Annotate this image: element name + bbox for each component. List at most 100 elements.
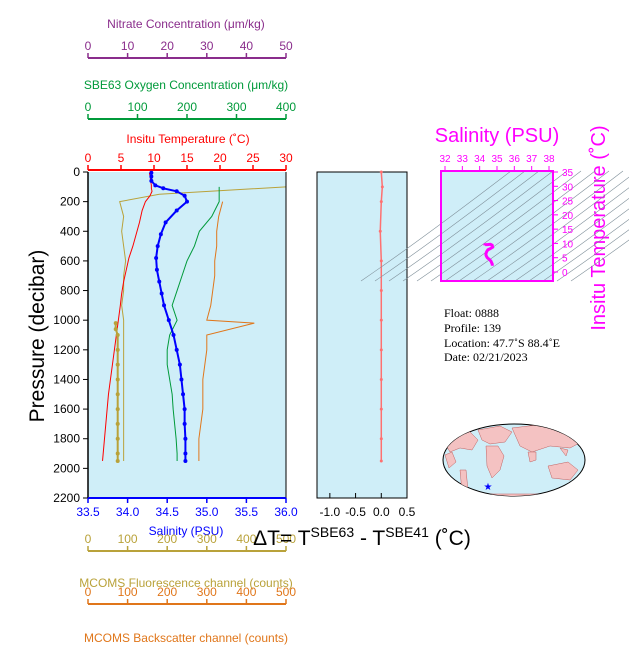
- mcoms-fluorescence-channel-line: [119, 186, 287, 461]
- ts-isopycnals: [360, 170, 629, 282]
- salinity-point: [183, 451, 188, 456]
- ts-isopycnal: [444, 170, 596, 282]
- ts-sal-tick-label: 35: [491, 154, 503, 165]
- nitrate-concentration-point: [115, 333, 120, 337]
- nitrate-concentration-point: [115, 362, 120, 367]
- salinity-point: [153, 183, 158, 188]
- ts-sal-tick-label: 37: [526, 154, 538, 165]
- location: Location: 47.7˚S 88.4˚E: [444, 336, 560, 350]
- ts-isopycnal: [472, 170, 624, 282]
- oxygen-axis: SBE63 Oxygen Concentration (μm/kg) 0 100 2…: [84, 78, 296, 120]
- ts-sal-tick-label: 38: [543, 154, 555, 165]
- delta-tick-label: 0.5: [399, 505, 416, 519]
- ts-isopycnal: [416, 170, 568, 282]
- nitrate-tick-label: 0: [85, 39, 92, 53]
- salinity-tick-label: 33.5: [76, 505, 100, 519]
- sbe63-oxygen-concentration-line: [166, 186, 220, 461]
- backscatter-tick-label: 300: [197, 585, 217, 599]
- salinity-axis-label: Salinity (PSU): [149, 524, 224, 538]
- temperature-tick-label: 5: [118, 151, 125, 165]
- oxygen-tick-label: 0: [85, 100, 92, 114]
- float-info: Float: 0888 Profile: 139 Location: 47.7˚…: [444, 306, 560, 364]
- temperature-tick-label: 0: [85, 151, 92, 165]
- salinity-point: [183, 436, 188, 441]
- nitrate-concentration-point: [115, 451, 120, 456]
- ts-isopycnal: [388, 170, 540, 282]
- pressure-tick-label: 400: [60, 224, 80, 238]
- salinity-point: [182, 407, 187, 412]
- ts-curve-line: [483, 242, 495, 266]
- delta-t-point: [378, 229, 382, 233]
- delta-t-point: [379, 437, 383, 441]
- nitrate-tick-label: 40: [240, 39, 254, 53]
- oxygen-tick-label: 100: [127, 100, 147, 114]
- nitrate-tick-label: 20: [161, 39, 175, 53]
- backscatter-tick-label: 0: [85, 585, 92, 599]
- temperature-tick-label: 10: [147, 151, 161, 165]
- salinity-point: [179, 377, 184, 382]
- ts-isopycnal: [556, 229, 629, 282]
- ts-temp-tick-label: 35: [562, 168, 574, 179]
- fluorescence-tick-label: 300: [197, 532, 217, 546]
- fluorescence-axis: 0 100 200 300 400 500 MCOMS Fluorescence chan…: [79, 532, 296, 590]
- salinity-point: [157, 279, 162, 284]
- world-map: ★: [442, 423, 586, 497]
- ts-sal-tick-label: 33: [457, 154, 469, 165]
- delta-tick-label: -1.0: [320, 505, 341, 519]
- nitrate-concentration-point: [115, 421, 120, 426]
- backscatter-tick-label: 100: [118, 585, 138, 599]
- oxygen-tick-label: 400: [276, 100, 296, 114]
- ts-isopycnal: [430, 170, 582, 282]
- temperature-tick-label: 25: [246, 151, 260, 165]
- salinity-point: [174, 189, 179, 194]
- salinity-point: [162, 303, 167, 308]
- ts-isopycnal: [514, 198, 629, 282]
- delta-axis-label: ΔT= TSBE63 - TSBE41 (˚C): [253, 524, 471, 550]
- delta-t-point: [379, 170, 383, 174]
- salinity-tick-label: 36.0: [274, 505, 298, 519]
- nitrate-axis-label: Nitrate Concentration (μm/kg): [107, 17, 265, 31]
- salinity-point: [149, 170, 154, 175]
- salinity-point: [182, 421, 187, 426]
- pressure-tick-label: 600: [60, 254, 80, 268]
- delta-t-point: [379, 377, 383, 381]
- salinity-point: [174, 347, 179, 352]
- delta-t-point: [379, 289, 383, 293]
- salinity-tick-label: 34.5: [156, 505, 180, 519]
- delta-t-point: [379, 348, 383, 352]
- backscatter-tick-label: 500: [276, 585, 296, 599]
- float-location-marker: ★: [484, 482, 493, 493]
- pressure-axis-label: Pressure (decibar): [26, 250, 49, 423]
- ts-temp-tick-label: 0: [562, 268, 568, 279]
- salinity-point: [171, 333, 176, 337]
- pressure-tick-label: 2200: [53, 491, 80, 505]
- backscatter-tick-label: 200: [157, 585, 177, 599]
- salinity-tick-label: 35.5: [235, 505, 259, 519]
- nitrate-tick-label: 30: [200, 39, 214, 53]
- salinity-point: [154, 255, 159, 260]
- nitrate-concentration-point: [113, 321, 118, 326]
- mcoms-backscatter-channel-line: [198, 201, 255, 461]
- float-id: Float: 0888: [444, 306, 499, 320]
- salinity-point: [181, 392, 186, 397]
- ts-ylabel: Insitu Temperature (˚C): [588, 125, 610, 330]
- ts-isopycnal: [360, 170, 512, 282]
- fluorescence-tick-label: 0: [85, 532, 92, 546]
- temperature-axis: Insitu Temperature (˚C) 0 5 10 15 20 25 30: [85, 132, 293, 171]
- nitrate-tick-label: 10: [121, 39, 135, 53]
- nitrate-concentration-point: [115, 407, 120, 412]
- delta-t-point: [379, 200, 383, 204]
- nitrate-tick-label: 50: [279, 39, 293, 53]
- temperature-axis-label: Insitu Temperature (˚C): [126, 132, 249, 146]
- ts-sal-tick-label: 34: [474, 154, 486, 165]
- ts-temp-tick-label: 10: [562, 239, 574, 250]
- backscatter-tick-label: 400: [236, 585, 256, 599]
- salinity-point: [183, 458, 188, 463]
- delta-t-point: [379, 459, 383, 463]
- salinity-point: [182, 193, 187, 198]
- nitrate-concentration-point: [113, 327, 118, 332]
- ts-temp-tick-label: 15: [562, 225, 574, 236]
- salinity-point: [158, 232, 163, 237]
- ts-temp-tick-label: 25: [562, 197, 574, 208]
- pressure-tick-label: 0: [73, 165, 80, 179]
